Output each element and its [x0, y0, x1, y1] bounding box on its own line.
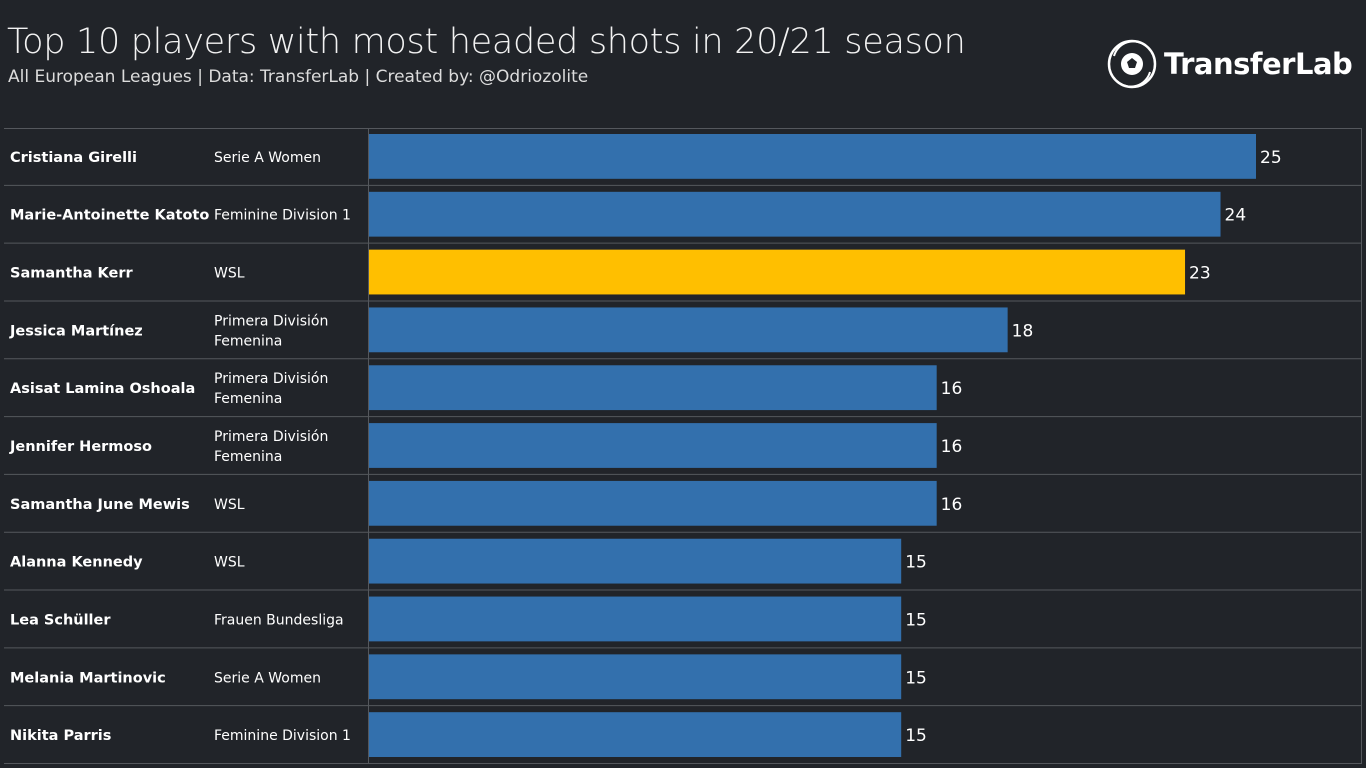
value-label: 15 — [905, 668, 927, 688]
bar-highlighted — [369, 249, 1186, 295]
bar — [369, 365, 937, 411]
league-label: WSL — [214, 497, 245, 513]
league-label: Feminine Division 1 — [214, 208, 351, 224]
value-label: 15 — [905, 726, 927, 746]
chart-header: Top 10 players with most headed shots in… — [0, 0, 1366, 120]
league-label: WSL — [214, 555, 245, 571]
value-label: 15 — [905, 553, 927, 573]
player-label: Jessica Martínez — [9, 323, 143, 339]
player-label: Samantha June Mewis — [10, 497, 190, 513]
player-label: Cristiana Girelli — [10, 150, 137, 166]
player-label: Melania Martinovic — [10, 670, 166, 686]
bar — [369, 538, 902, 584]
value-label: 18 — [1012, 321, 1034, 341]
player-label: Lea Schüller — [10, 612, 111, 628]
player-label: Nikita Parris — [10, 728, 111, 744]
bar — [369, 191, 1221, 237]
league-label: Femenina — [214, 449, 282, 465]
bar-chart-svg: Cristiana Girelli Serie A Women 25 Marie-An… — [4, 128, 1362, 764]
league-label: Femenina — [214, 333, 282, 349]
value-label: 16 — [941, 379, 963, 399]
league-label: WSL — [214, 266, 245, 282]
league-label: Primera División — [214, 371, 328, 387]
player-label: Samantha Kerr — [10, 266, 133, 282]
bar — [369, 307, 1008, 353]
player-label: Jennifer Hermoso — [9, 439, 152, 455]
value-label: 24 — [1225, 206, 1247, 226]
value-label: 23 — [1189, 264, 1211, 284]
league-label: Serie A Women — [214, 670, 321, 686]
value-label: 16 — [941, 495, 963, 515]
player-label: Marie-Antoinette Katoto — [10, 208, 209, 224]
chart-title: Top 10 players with most headed shots in… — [7, 22, 966, 62]
league-label: Feminine Division 1 — [214, 728, 351, 744]
bar — [369, 480, 937, 526]
bar — [369, 596, 902, 642]
value-label: 25 — [1260, 148, 1282, 168]
transferlab-logo: TransferLab — [1106, 36, 1353, 92]
league-label: Frauen Bundesliga — [214, 612, 344, 628]
bar — [369, 654, 902, 700]
player-label: Alanna Kennedy — [10, 555, 143, 571]
logo-text: TransferLab — [1164, 47, 1353, 81]
bar — [369, 134, 1256, 179]
league-label: Serie A Women — [214, 150, 321, 166]
bar — [369, 423, 937, 468]
value-label: 16 — [941, 437, 963, 457]
league-label: Primera División — [214, 313, 328, 329]
chart-subtitle: All European Leagues | Data: TransferLab… — [8, 67, 589, 87]
league-label: Primera División — [214, 429, 328, 445]
bar-chart: Cristiana Girelli Serie A Women 25 Marie-An… — [4, 128, 1362, 764]
value-label: 15 — [905, 610, 927, 630]
football-icon — [1107, 39, 1157, 89]
league-label: Femenina — [214, 391, 282, 407]
player-label: Asisat Lamina Oshoala — [10, 381, 195, 397]
bar — [369, 712, 902, 757]
